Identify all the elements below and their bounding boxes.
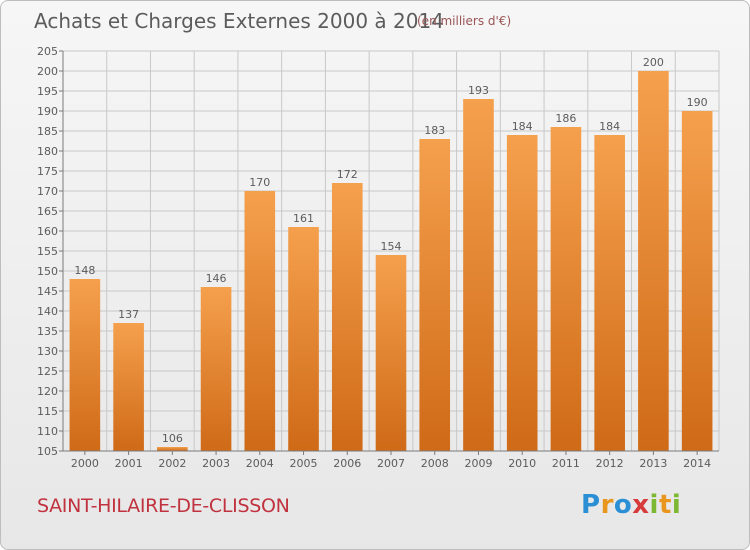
y-tick-label: 120 <box>37 385 58 398</box>
x-tick-label: 2004 <box>246 457 274 470</box>
y-tick-label: 150 <box>37 265 58 278</box>
y-tick-label: 115 <box>37 405 58 418</box>
y-tick-label: 200 <box>37 65 58 78</box>
logo-letter: i <box>671 490 682 520</box>
bar <box>331 183 363 451</box>
x-tick-label: 2008 <box>421 457 449 470</box>
bar <box>113 323 144 451</box>
x-tick-label: 2009 <box>464 457 492 470</box>
bar-value-label: 148 <box>74 264 95 277</box>
bar <box>463 99 494 451</box>
chart-subtitle: (en milliers d'€) <box>417 14 512 28</box>
x-tick-label: 2005 <box>290 457 318 470</box>
bar-value-label: 172 <box>337 168 358 181</box>
y-tick-label: 140 <box>37 305 58 318</box>
bar <box>681 111 713 451</box>
y-tick-label: 125 <box>37 365 58 378</box>
y-tick-label: 130 <box>37 345 58 358</box>
logo-letter: i <box>649 490 659 520</box>
x-tick-label: 2000 <box>71 457 99 470</box>
x-tick-label: 2001 <box>115 457 143 470</box>
y-tick-label: 110 <box>37 425 58 438</box>
x-tick-label: 2002 <box>158 457 186 470</box>
x-tick-label: 2007 <box>377 457 405 470</box>
bar-value-label: 184 <box>599 120 620 133</box>
bar <box>638 71 669 451</box>
x-tick-label: 2014 <box>683 457 711 470</box>
bar <box>244 191 276 451</box>
logo-letter: r <box>600 490 614 520</box>
bar-value-label: 183 <box>424 124 445 137</box>
logo-letter: o <box>613 490 633 520</box>
bar <box>375 255 407 451</box>
logo-letter: t <box>658 490 672 520</box>
y-tick-label: 165 <box>37 205 58 218</box>
bar <box>419 139 451 451</box>
x-tick-label: 2011 <box>552 457 580 470</box>
commune-name: SAINT-HILAIRE-DE-CLISSON <box>37 495 290 517</box>
y-tick-label: 175 <box>37 165 58 178</box>
y-tick-label: 180 <box>37 145 58 158</box>
x-tick-label: 2003 <box>202 457 230 470</box>
bar-value-label: 170 <box>249 176 270 189</box>
x-tick-label: 2013 <box>639 457 667 470</box>
bar <box>550 127 582 451</box>
y-tick-label: 170 <box>37 185 58 198</box>
y-tick-label: 155 <box>37 245 58 258</box>
bar-value-label: 200 <box>643 56 664 69</box>
x-tick-label: 2010 <box>508 457 536 470</box>
bar-value-label: 137 <box>118 308 139 321</box>
y-tick-label: 190 <box>37 105 58 118</box>
bar <box>69 279 101 451</box>
y-tick-label: 135 <box>37 325 58 338</box>
bar <box>594 135 625 451</box>
bar-value-label: 193 <box>468 84 489 97</box>
y-tick-label: 145 <box>37 285 58 298</box>
bar <box>157 447 188 451</box>
bar <box>200 287 232 451</box>
y-tick-label: 160 <box>37 225 58 238</box>
y-tick-label: 205 <box>37 45 58 58</box>
bar <box>288 227 319 451</box>
bar-value-label: 161 <box>293 212 314 225</box>
bar-value-label: 190 <box>687 96 708 109</box>
y-tick-label: 105 <box>37 445 58 458</box>
chart-title: Achats et Charges Externes 2000 à 2014 <box>34 9 444 33</box>
y-tick-label: 185 <box>37 125 58 138</box>
bar-value-label: 146 <box>206 272 227 285</box>
proxiti-logo: Proxiti <box>581 490 681 520</box>
bar-value-label: 186 <box>555 112 576 125</box>
logo-letter: P <box>581 490 601 520</box>
bar-value-label: 106 <box>162 432 183 445</box>
x-tick-label: 2006 <box>333 457 361 470</box>
x-tick-label: 2012 <box>596 457 624 470</box>
bar-value-label: 184 <box>512 120 533 133</box>
y-tick-label: 195 <box>37 85 58 98</box>
bar <box>506 135 538 451</box>
bar-value-label: 154 <box>381 240 402 253</box>
logo-letter: x <box>632 490 650 520</box>
